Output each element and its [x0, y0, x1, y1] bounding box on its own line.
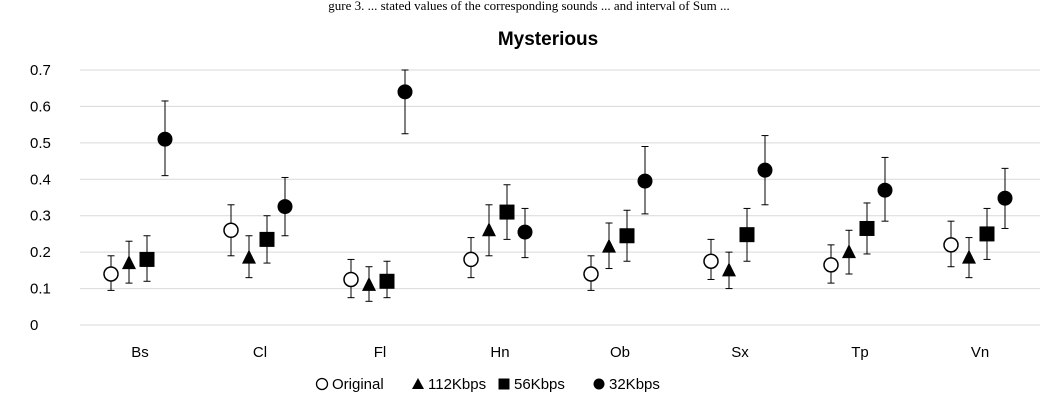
- legend-label-Original: Original: [332, 376, 384, 393]
- x-tick-label-Tp: Tp: [851, 344, 869, 361]
- y-tick-label: 0.5: [30, 135, 51, 152]
- legend-marker-112Kbps: [412, 378, 424, 389]
- marker-56Kbps-Tp: [859, 220, 875, 236]
- marker-56Kbps-Hn: [499, 204, 515, 220]
- figure-caption: gure 3. ... stated values of the corresp…: [328, 0, 729, 13]
- marker-112Kbps-Bs: [122, 255, 136, 270]
- y-tick-label: 0: [30, 317, 38, 334]
- marker-56Kbps-Fl: [379, 273, 395, 289]
- legend-label-112Kbps: 112Kbps: [428, 376, 486, 393]
- legend-marker-32Kbps: [593, 378, 605, 390]
- legend-marker-56Kbps: [498, 378, 510, 390]
- marker-56Kbps-Ob: [619, 228, 635, 244]
- y-tick-label: 0.2: [30, 244, 51, 261]
- marker-Original-Vn: [943, 237, 959, 253]
- y-tick-label: 0.7: [30, 62, 51, 79]
- marker-Original-Cl: [223, 222, 239, 239]
- marker-32Kbps-Bs: [157, 131, 173, 147]
- marker-56Kbps-Sx: [739, 227, 755, 243]
- marker-112Kbps-Sx: [722, 262, 736, 277]
- chart-title: Mysterious: [498, 29, 598, 50]
- data-markers: [103, 84, 1013, 291]
- marker-Original-Bs: [103, 266, 119, 282]
- marker-32Kbps-Ob: [637, 173, 653, 189]
- marker-Original-Fl: [343, 271, 359, 288]
- y-tick-label: 0.3: [30, 208, 51, 225]
- error-bars: [107, 69, 1009, 302]
- y-tick-label: 0.1: [30, 281, 51, 298]
- gridlines: [80, 69, 1040, 326]
- legend-marker-Original: [315, 377, 329, 391]
- marker-32Kbps-Cl: [277, 199, 293, 215]
- marker-Original-Hn: [463, 251, 479, 268]
- marker-32Kbps-Fl: [397, 84, 413, 100]
- marker-112Kbps-Hn: [482, 222, 496, 237]
- marker-32Kbps-Tp: [877, 182, 893, 198]
- marker-32Kbps-Sx: [757, 162, 773, 178]
- marker-Original-Ob: [583, 266, 599, 282]
- y-tick-label: 0.6: [30, 98, 51, 115]
- marker-112Kbps-Vn: [962, 249, 976, 264]
- legend-label-32Kbps: 32Kbps: [609, 376, 660, 393]
- x-tick-label-Vn: Vn: [971, 344, 989, 361]
- x-tick-label-Sx: Sx: [731, 344, 749, 361]
- x-tick-label-Bs: Bs: [131, 344, 149, 361]
- x-tick-label-Ob: Ob: [610, 344, 630, 361]
- x-axis-categories: Bs Cl Fl Hn Ob Sx Tp Vn: [131, 344, 989, 361]
- marker-112Kbps-Tp: [842, 244, 856, 259]
- y-axis-ticks: 0 0.1 0.2 0.3 0.4 0.5 0.6 0.7: [30, 62, 51, 334]
- x-tick-label-Fl: Fl: [374, 344, 387, 361]
- marker-Original-Sx: [703, 253, 719, 269]
- marker-112Kbps-Cl: [242, 249, 256, 264]
- marker-Original-Tp: [823, 257, 839, 273]
- x-tick-label-Hn: Hn: [490, 344, 509, 361]
- legend-label-56Kbps: 56Kbps: [514, 376, 565, 393]
- marker-32Kbps-Vn: [997, 190, 1013, 206]
- marker-112Kbps-Fl: [362, 276, 376, 291]
- marker-32Kbps-Hn: [517, 224, 533, 240]
- y-tick-label: 0.4: [30, 171, 51, 188]
- marker-56Kbps-Bs: [139, 251, 155, 267]
- x-tick-label-Cl: Cl: [253, 344, 267, 361]
- marker-56Kbps-Vn: [979, 226, 995, 242]
- marker-112Kbps-Ob: [602, 238, 616, 253]
- marker-56Kbps-Cl: [259, 231, 275, 247]
- legend: Original 112Kbps 56Kbps 32Kbps: [315, 376, 660, 393]
